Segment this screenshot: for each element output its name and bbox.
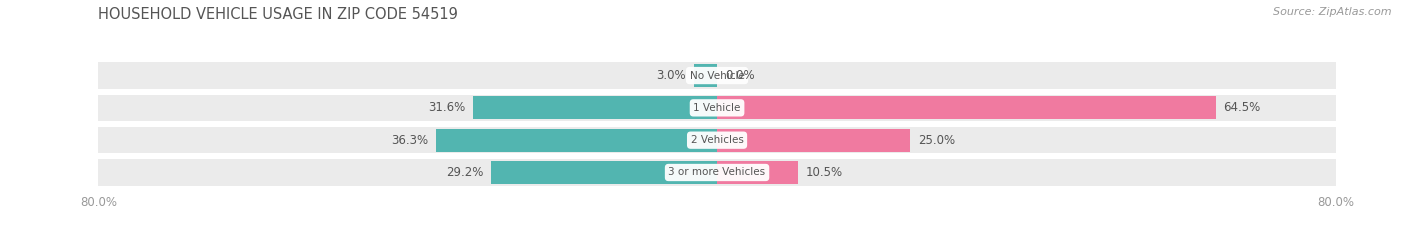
Text: Source: ZipAtlas.com: Source: ZipAtlas.com xyxy=(1274,7,1392,17)
Text: No Vehicle: No Vehicle xyxy=(689,70,745,80)
Text: 64.5%: 64.5% xyxy=(1223,101,1261,114)
Text: 10.5%: 10.5% xyxy=(806,166,844,179)
Bar xyxy=(491,161,717,184)
Bar xyxy=(98,127,1336,154)
Bar xyxy=(436,128,717,152)
Bar xyxy=(98,95,1336,121)
Bar xyxy=(695,64,717,87)
Bar xyxy=(717,161,799,184)
Text: 31.6%: 31.6% xyxy=(427,101,465,114)
Bar xyxy=(98,159,1336,186)
Bar xyxy=(717,128,911,152)
Text: 1 Vehicle: 1 Vehicle xyxy=(693,103,741,113)
Bar xyxy=(717,96,1216,120)
Bar xyxy=(472,96,717,120)
Text: HOUSEHOLD VEHICLE USAGE IN ZIP CODE 54519: HOUSEHOLD VEHICLE USAGE IN ZIP CODE 5451… xyxy=(98,7,458,22)
Text: 2 Vehicles: 2 Vehicles xyxy=(690,135,744,145)
Text: 3.0%: 3.0% xyxy=(657,69,686,82)
Text: 25.0%: 25.0% xyxy=(918,134,955,147)
Text: 0.0%: 0.0% xyxy=(725,69,755,82)
Bar xyxy=(98,62,1336,89)
Text: 36.3%: 36.3% xyxy=(391,134,429,147)
Text: 3 or more Vehicles: 3 or more Vehicles xyxy=(668,168,766,178)
Text: 29.2%: 29.2% xyxy=(446,166,484,179)
